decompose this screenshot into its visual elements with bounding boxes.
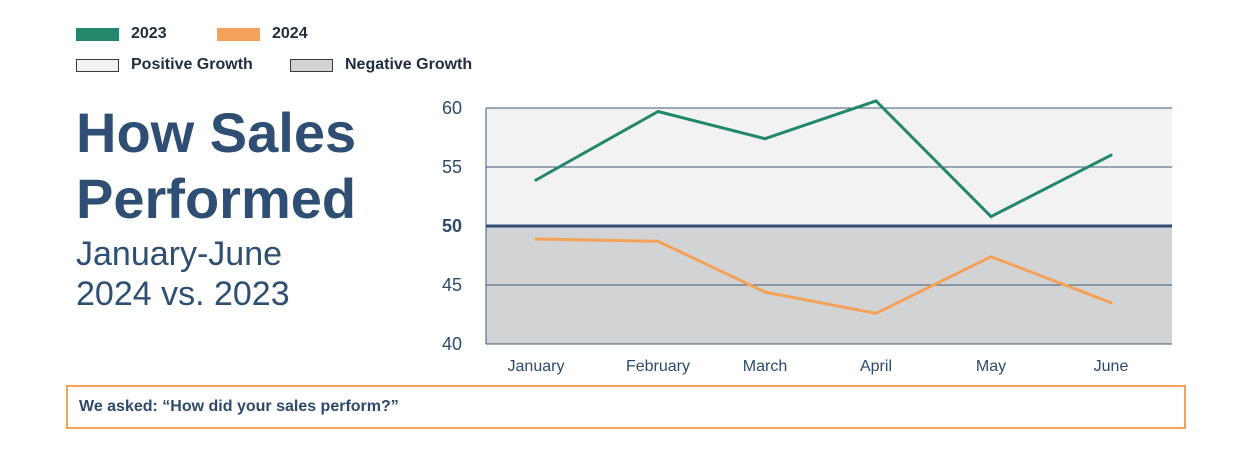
line-chart: 40 45 50 55 60 January February March April May Ju… [442, 98, 1172, 375]
data-point-2023 [534, 178, 538, 182]
data-point-2024 [1109, 301, 1113, 305]
data-point-2023 [1109, 153, 1113, 157]
y-tick-label: 55 [442, 157, 462, 177]
x-tick-label: June [1094, 358, 1129, 375]
y-tick-label: 40 [442, 334, 462, 354]
legend-item-positive-growth: Positive Growth [76, 56, 290, 74]
data-point-2024 [874, 311, 878, 315]
legend-swatch-2023 [76, 27, 119, 41]
legend-item-2023: 2023 [76, 25, 217, 43]
subtitle-line-1: January-June [76, 235, 283, 273]
heading: How Sales Performed January-June 2024 vs… [76, 100, 356, 314]
x-tick-label: May [976, 358, 1006, 375]
data-point-2024 [656, 239, 660, 243]
x-tick-label: February [626, 358, 690, 375]
data-point-2024 [989, 255, 993, 259]
data-point-2023 [874, 99, 878, 103]
legend-swatch-positive-growth [76, 58, 119, 72]
subtitle-line-2: 2024 vs. 2023 [76, 275, 290, 313]
title-line-1: How Sales [76, 101, 357, 164]
data-point-2024 [534, 237, 538, 241]
legend-label-positive-growth: Positive Growth [131, 56, 253, 73]
legend: 2023 2024 Positive Growth Negative Growt… [76, 24, 472, 86]
legend-label-2024: 2024 [272, 25, 308, 42]
legend-item-negative-growth: Negative Growth [290, 56, 472, 74]
y-tick-label: 60 [442, 98, 462, 118]
legend-swatch-2024 [217, 27, 260, 41]
page-title: How Sales Performed [76, 100, 356, 232]
data-point-2023 [989, 215, 993, 219]
legend-label-2023: 2023 [131, 25, 167, 42]
y-tick-label: 45 [442, 275, 462, 295]
x-tick-label: April [860, 358, 892, 375]
legend-label-negative-growth: Negative Growth [345, 56, 473, 73]
legend-row-bands: Positive Growth Negative Growth [76, 55, 472, 75]
series-line-2024 [534, 237, 1113, 315]
legend-row-years: 2023 2024 [76, 24, 472, 44]
y-tick-label: 50 [442, 216, 462, 236]
data-point-2024 [763, 290, 767, 294]
legend-item-2024: 2024 [217, 25, 308, 43]
data-point-2023 [656, 110, 660, 113]
data-point-2023 [763, 137, 767, 141]
legend-swatch-negative-growth [290, 58, 333, 72]
page-subtitle: January-June 2024 vs. 2023 [76, 234, 356, 314]
x-tick-label: March [743, 358, 787, 375]
series-line-2023 [534, 99, 1113, 219]
title-line-2: Performed [76, 167, 357, 230]
x-tick-label: January [508, 358, 565, 375]
question-text: We asked: “How did your sales perform?” [79, 398, 399, 415]
question-box: We asked: “How did your sales perform?” [66, 385, 1186, 429]
